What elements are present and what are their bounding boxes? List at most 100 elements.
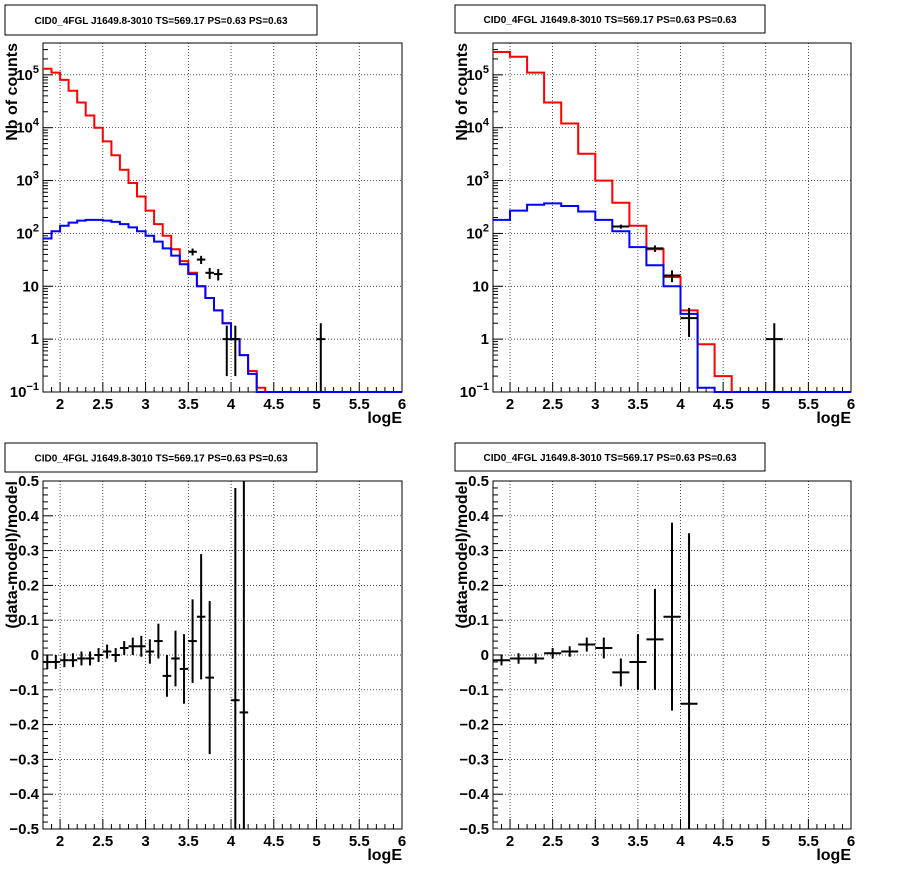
residuals-panel-left: CID0_4FGL J1649.8-3010 TS=569.17 PS=0.63… — [4, 442, 406, 864]
x-tick-label: 5 — [762, 833, 770, 850]
x-tick-label: 4.5 — [263, 396, 284, 413]
source-model-line — [43, 218, 402, 393]
data-point — [213, 269, 223, 281]
title-box — [454, 4, 766, 34]
x-tick-label: 5 — [312, 833, 320, 850]
y-tick-label: 0 — [31, 647, 39, 664]
residual-point — [493, 655, 511, 666]
counts-panel-left: CID0_4FGL J1649.8-3010 TS=569.17 PS=0.63… — [4, 4, 406, 427]
x-tick-label: 2.5 — [92, 396, 113, 413]
x-tick-label: 4 — [227, 833, 236, 850]
x-tick-label: 6 — [847, 833, 855, 850]
y-tick-label: −0.5 — [9, 821, 39, 838]
data-point — [196, 255, 206, 265]
y-tick-label: −0.4 — [9, 786, 39, 803]
x-tick-label: 4.5 — [263, 833, 284, 850]
chart-title: CID0_4FGL J1649.8-3010 TS=569.17 PS=0.63… — [34, 454, 287, 465]
residual-point — [85, 651, 95, 666]
residual-point — [119, 641, 129, 655]
counts-panel-right: CID0_4FGL J1649.8-3010 TS=569.17 PS=0.63… — [454, 4, 855, 427]
x-tick-label: 5 — [312, 396, 320, 413]
residual-point — [527, 653, 545, 664]
x-tick-label: 2.5 — [542, 396, 563, 413]
x-tick-label: 3.5 — [178, 396, 199, 413]
residual-point — [231, 487, 240, 829]
x-tick-label: 3 — [141, 833, 149, 850]
x-tick-label: 2 — [56, 833, 64, 850]
x-tick-label: 6 — [398, 396, 406, 413]
residual-point — [561, 646, 579, 657]
residual-point — [239, 481, 249, 829]
y-tick-label: 0.5 — [18, 473, 39, 490]
residual-point — [171, 630, 180, 687]
title-box — [454, 442, 766, 472]
residual-point — [145, 639, 155, 664]
x-tick-label: 5 — [762, 396, 770, 413]
x-tick-label: 2 — [506, 833, 514, 850]
x-axis-label: logE — [367, 847, 402, 864]
y-tick-label: 103 — [16, 170, 39, 190]
y-tick-label: 10−1 — [460, 381, 489, 401]
data-point — [663, 270, 681, 283]
residual-point — [94, 648, 103, 662]
residual-point — [111, 648, 120, 662]
y-tick-label: −0.2 — [9, 717, 39, 734]
residual-point — [196, 554, 206, 680]
residual-point — [578, 637, 596, 652]
grid — [43, 43, 402, 392]
y-tick-label: 0.3 — [18, 543, 39, 560]
x-tick-label: 2 — [56, 396, 64, 413]
residual-point — [595, 637, 613, 659]
y-tick-label: −0.3 — [9, 751, 39, 768]
x-tick-label: 4 — [676, 833, 685, 850]
x-tick-label: 3 — [141, 396, 149, 413]
chart-title: CID0_4FGL J1649.8-3010 TS=569.17 PS=0.63… — [483, 453, 736, 464]
title-box — [4, 4, 318, 36]
y-tick-label: −0.4 — [459, 786, 489, 803]
x-tick-label: 5.5 — [798, 833, 819, 850]
residual-point — [60, 653, 69, 668]
x-tick-label: 4 — [676, 396, 685, 413]
residual-point — [43, 655, 52, 669]
y-tick-label: 0.1 — [18, 612, 39, 629]
y-tick-label: 10 — [472, 278, 489, 295]
y-tick-label: 0.1 — [468, 612, 489, 629]
total-model-line — [493, 51, 851, 393]
y-tick-label: 0.2 — [468, 577, 489, 594]
x-tick-label: 5.5 — [349, 833, 370, 850]
y-tick-label: −0.3 — [459, 751, 489, 768]
x-tick-label: 4.5 — [713, 396, 734, 413]
data-point — [231, 325, 240, 377]
residual-point — [188, 599, 197, 683]
x-tick-label: 3.5 — [178, 833, 199, 850]
data-point — [205, 267, 214, 279]
x-tick-label: 3 — [591, 396, 599, 413]
plot-frame — [492, 42, 852, 393]
data-point — [612, 224, 630, 229]
x-tick-label: 2.5 — [542, 833, 563, 850]
y-tick-label: 0.3 — [468, 543, 489, 560]
residual-point — [629, 634, 647, 690]
y-axis-label: Nb of counts — [4, 43, 21, 141]
y-tick-label: 102 — [16, 222, 39, 242]
y-axis-label: (data-model)/model — [4, 481, 21, 629]
y-tick-label: 105 — [466, 64, 489, 84]
y-tick-label: 0.4 — [18, 508, 40, 525]
y-tick-label: −0.1 — [459, 682, 489, 699]
y-tick-label: 103 — [466, 170, 489, 190]
residuals-panel-right: CID0_4FGL J1649.8-3010 TS=569.17 PS=0.63… — [454, 442, 855, 864]
y-tick-label: 0.4 — [468, 508, 490, 525]
residual-point — [154, 623, 163, 659]
x-tick-label: 6 — [847, 396, 855, 413]
x-tick-label: 3.5 — [627, 396, 648, 413]
y-tick-label: 105 — [16, 64, 39, 84]
y-tick-label: −0.5 — [459, 821, 489, 838]
data-point — [680, 307, 698, 337]
x-tick-label: 4.5 — [713, 833, 734, 850]
x-axis-label: logE — [816, 847, 851, 864]
y-axis-label: Nb of counts — [454, 43, 471, 141]
residual-point — [544, 648, 562, 659]
residual-point — [68, 653, 78, 668]
residual-point — [102, 644, 112, 659]
